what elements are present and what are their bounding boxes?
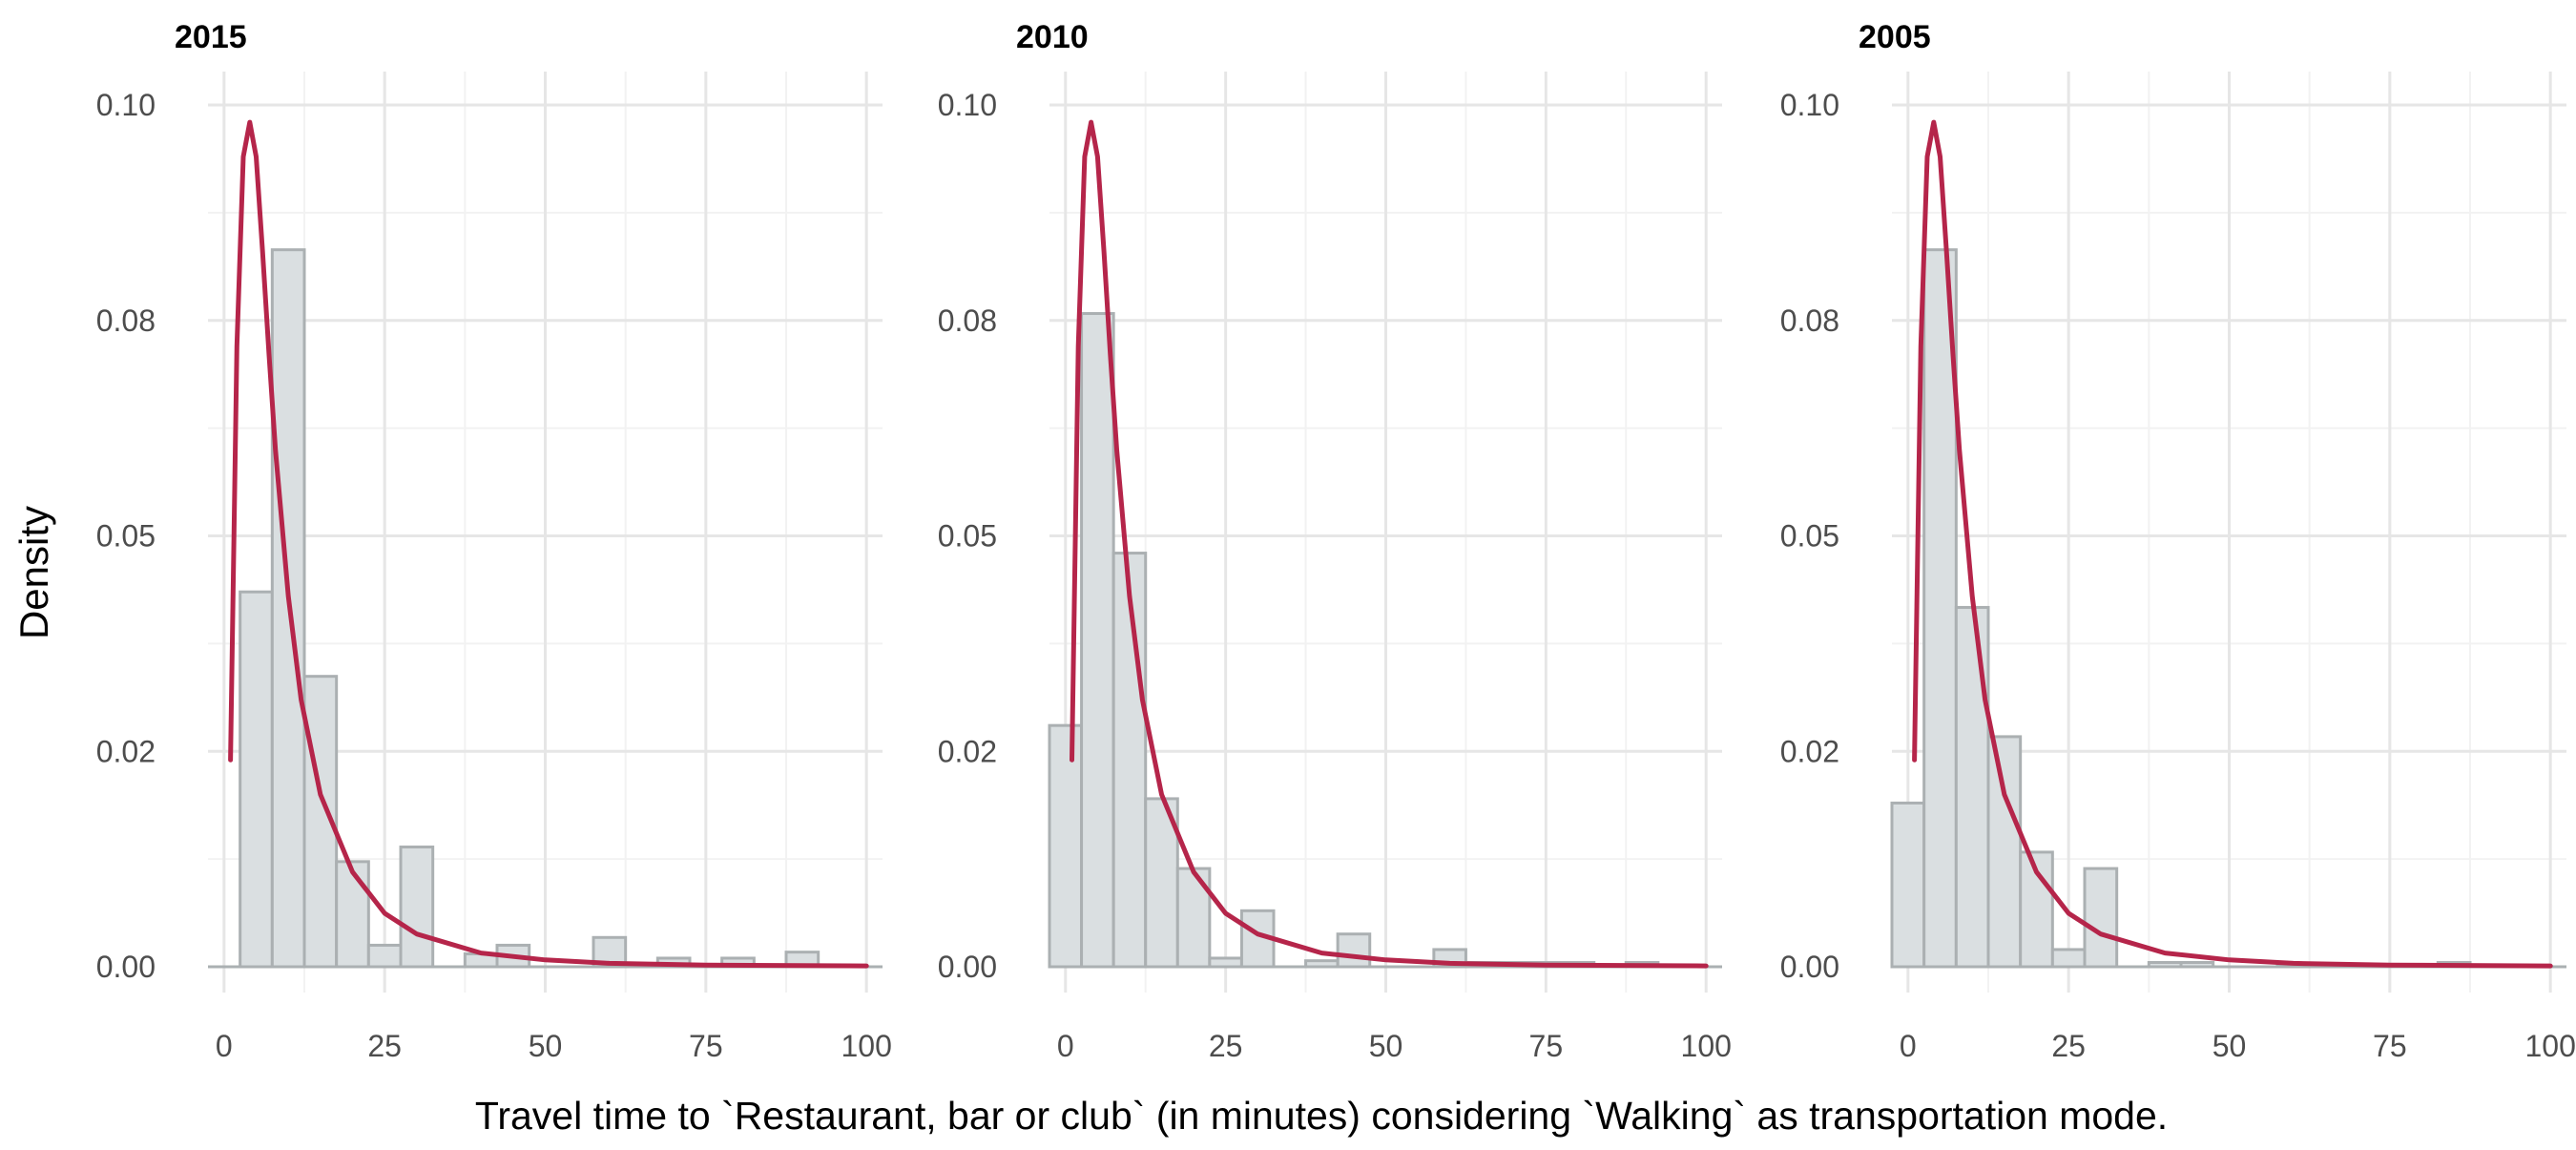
y-tick-label: 0.05: [938, 519, 997, 554]
histogram-bar: [1080, 312, 1115, 969]
histogram-bar: [1304, 959, 1340, 969]
histogram-bar: [335, 860, 370, 969]
histogram-bar: [1890, 801, 1926, 969]
histogram-bar: [1208, 956, 1243, 969]
x-tick-label: 25: [2051, 1029, 2086, 1063]
histogram-bar: [2179, 960, 2215, 969]
x-tick-label: 50: [1369, 1029, 1403, 1063]
panel-2010: 0.00 0.02 0.05 0.08 0.10 0 25 50 75 100 2010: [938, 19, 1732, 1063]
y-tick-label: 0.05: [96, 519, 156, 554]
y-tick-label: 0.10: [96, 88, 156, 122]
x-tick-label: 0: [1057, 1029, 1074, 1063]
x-tick-label: 0: [1900, 1029, 1917, 1063]
histogram-bar: [1986, 735, 2023, 969]
panel-2005: 0.00 0.02 0.05 0.08 0.10 0 25 50 75 100 2005: [1780, 19, 2576, 1063]
y-tick-label: 0.00: [96, 950, 156, 984]
panel-title: 2010: [1016, 19, 1089, 55]
x-tick-label: 0: [216, 1029, 233, 1063]
x-tick-label: 100: [1681, 1029, 1732, 1063]
y-axis-label: Density: [11, 506, 56, 639]
histogram-bar: [302, 675, 339, 969]
histogram-bar: [1336, 932, 1372, 969]
y-tick-label: 0.00: [938, 950, 997, 984]
x-tick-label: 100: [841, 1029, 891, 1063]
histogram-bar: [399, 845, 435, 969]
y-tick-label: 0.08: [938, 303, 997, 338]
histogram-bar: [366, 943, 403, 969]
panel-title: 2015: [175, 19, 247, 55]
x-tick-label: 75: [2373, 1029, 2407, 1063]
x-axis-label: Travel time to `Restaurant, bar or club`…: [475, 1094, 2168, 1138]
x-tick-label: 50: [529, 1029, 563, 1063]
x-tick-label: 25: [1209, 1029, 1243, 1063]
y-tick-label: 0.02: [938, 734, 997, 768]
density-curve: [1070, 119, 1709, 969]
y-tick-label: 0.02: [96, 734, 156, 768]
panel-title: 2005: [1859, 19, 1931, 55]
histogram-bar: [1111, 552, 1148, 969]
histogram-bar: [2083, 867, 2119, 969]
y-tick-label: 0.10: [1780, 88, 1839, 122]
x-tick-label: 25: [367, 1029, 402, 1063]
y-tick-label: 0.08: [96, 303, 156, 338]
histogram-bar: [2050, 948, 2087, 969]
histogram-bar: [2147, 960, 2183, 969]
histogram-bar: [1922, 248, 1958, 969]
x-tick-label: 50: [2212, 1029, 2247, 1063]
density-curve: [228, 119, 869, 969]
y-tick-label: 0.08: [1780, 303, 1839, 338]
density-curve: [1912, 119, 2553, 969]
panel-2015: 0.00 0.02 0.05 0.08 0.10 0 25 50 75 100 2015: [96, 19, 892, 1063]
x-tick-label: 75: [1529, 1029, 1564, 1063]
y-tick-label: 0.00: [1780, 950, 1839, 984]
histogram-bar: [1048, 723, 1084, 969]
histogram-bar: [1954, 605, 1990, 969]
y-tick-label: 0.05: [1780, 519, 1839, 554]
histogram-bar: [239, 590, 274, 969]
y-tick-label: 0.10: [938, 88, 997, 122]
x-tick-label: 75: [689, 1029, 723, 1063]
x-tick-label: 100: [2524, 1029, 2575, 1063]
y-tick-label: 0.02: [1780, 734, 1839, 768]
